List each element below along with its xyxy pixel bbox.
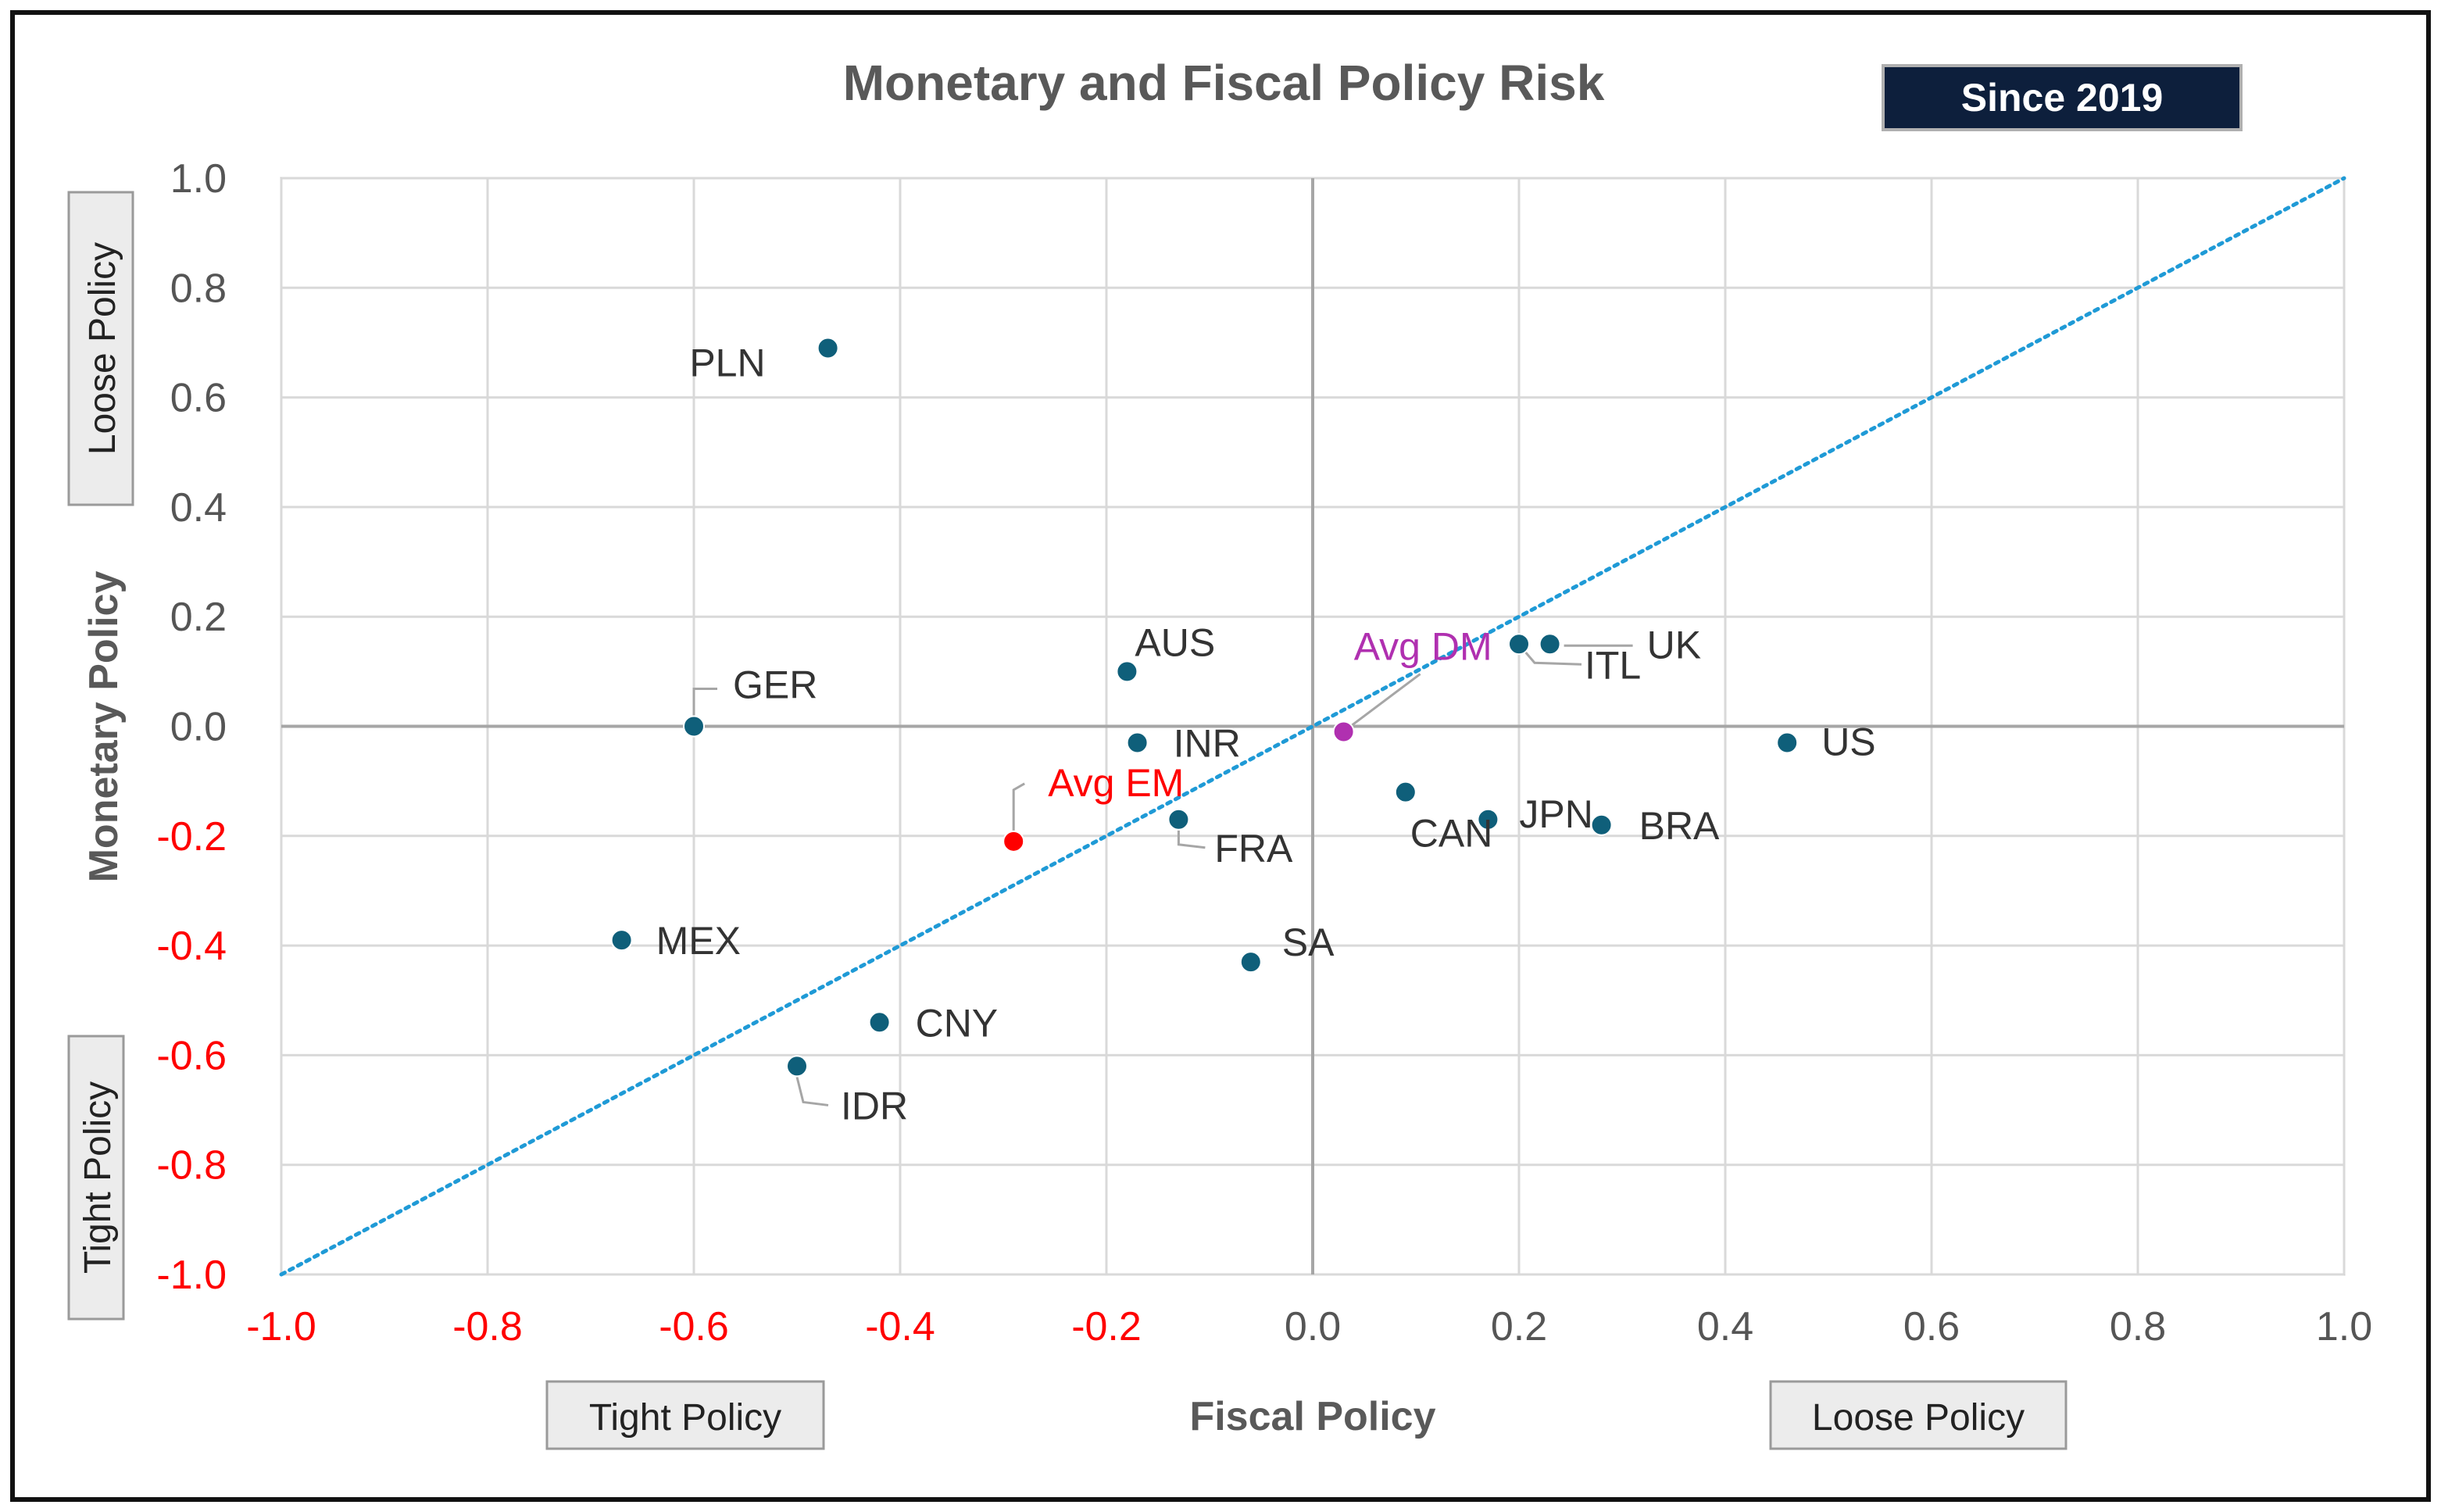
reference-diagonal-line — [279, 176, 2346, 1277]
x-note-tight-label: Tight Policy — [589, 1397, 781, 1439]
y-note-loose-box — [67, 191, 134, 506]
y-note-loose: Loose Policy — [67, 191, 134, 506]
x-tick-label: -1.0 — [246, 1304, 316, 1349]
label-uk: UK — [1647, 623, 1701, 667]
label-pln: PLN — [689, 341, 765, 384]
data-points — [610, 337, 1799, 1078]
label-avg-dm: Avg DM — [1354, 625, 1492, 669]
y-note-tight-label: Tight Policy — [77, 1081, 119, 1274]
label-leader-lines — [692, 644, 1633, 1106]
label-cny: CNY — [916, 1001, 999, 1045]
leader-avg-em — [1012, 782, 1025, 831]
point-can — [1394, 781, 1417, 803]
y-tick-label: 1.0 — [170, 156, 227, 202]
y-tick-label: 0.6 — [170, 376, 227, 421]
label-idr: IDR — [841, 1084, 908, 1128]
point-ger — [683, 715, 705, 738]
y-note-tight: Tight Policy — [67, 1035, 125, 1321]
x-tick-label: 0.2 — [1491, 1304, 1547, 1349]
label-mex: MEX — [656, 919, 741, 963]
label-aus: AUS — [1135, 620, 1215, 664]
point-sa — [1239, 951, 1262, 974]
x-tick-label: -0.4 — [865, 1304, 935, 1349]
label-fra: FRA — [1214, 827, 1293, 870]
x-tick-label: 0.0 — [1285, 1304, 1341, 1349]
label-inr: INR — [1174, 722, 1241, 766]
point-avg-dm — [1332, 720, 1355, 743]
x-note-loose-label: Loose Policy — [1812, 1397, 2025, 1439]
point-cny — [868, 1011, 891, 1034]
point-jpn — [1477, 808, 1499, 831]
x-tick-label: 1.0 — [2316, 1304, 2372, 1349]
y-tick-label: 0.4 — [170, 485, 227, 531]
leader-ger — [692, 688, 717, 716]
point-mex — [610, 929, 633, 952]
leader-avg-dm — [1350, 673, 1421, 727]
point-us — [1776, 731, 1799, 754]
label-us: US — [1821, 720, 1875, 764]
chart-title: Monetary and Fiscal Policy Risk — [843, 55, 1605, 111]
label-bra: BRA — [1639, 804, 1720, 848]
point-fra — [1167, 808, 1190, 831]
x-note-loose-box — [1769, 1380, 2068, 1450]
x-note-loose: Loose Policy — [1769, 1380, 2068, 1450]
y-tick-label: -1.0 — [156, 1253, 227, 1298]
label-ger: GER — [733, 663, 817, 707]
point-itl — [1508, 633, 1530, 656]
y-tick-label: 0.8 — [170, 266, 227, 311]
label-can: CAN — [1410, 812, 1493, 856]
x-axis-title: Fiscal Policy — [1189, 1394, 1435, 1439]
period-badge: Since 2019 — [1882, 64, 2243, 131]
point-idr — [786, 1055, 808, 1078]
y-note-loose-label: Loose Policy — [82, 242, 123, 455]
leader-itl — [1524, 651, 1582, 666]
y-tick-label: -0.2 — [156, 814, 227, 860]
x-note-tight-box — [545, 1380, 825, 1450]
y-tick-label: -0.4 — [156, 924, 227, 969]
point-uk — [1539, 633, 1561, 656]
x-tick-label: -0.8 — [452, 1304, 523, 1349]
y-tick-label: -0.8 — [156, 1143, 227, 1189]
period-badge-bg — [1882, 64, 2243, 131]
label-jpn: JPN — [1519, 792, 1592, 836]
y-axis-title: Monetary Policy — [81, 571, 127, 883]
y-tick-label: -0.6 — [156, 1033, 227, 1078]
leader-fra — [1177, 830, 1206, 849]
y-tick-label: 0.0 — [170, 705, 227, 750]
y-tick-label: 0.2 — [170, 595, 227, 640]
point-bra — [1590, 813, 1613, 836]
point-aus — [1116, 660, 1138, 683]
point-inr — [1126, 731, 1149, 754]
leader-idr — [795, 1077, 829, 1106]
x-tick-label: 0.6 — [1903, 1304, 1960, 1349]
x-tick-label: 0.8 — [2110, 1304, 2166, 1349]
x-tick-label: -0.6 — [659, 1304, 729, 1349]
label-itl: ITL — [1585, 643, 1641, 687]
reference-diagonal — [279, 176, 2346, 1277]
x-note-tight: Tight Policy — [545, 1380, 825, 1450]
y-note-tight-box — [67, 1035, 125, 1321]
x-tick-label: 0.4 — [1697, 1304, 1753, 1349]
point-pln — [817, 337, 839, 359]
label-sa: SA — [1282, 920, 1335, 964]
point-avg-em — [1002, 830, 1025, 853]
x-tick-label: -0.2 — [1071, 1304, 1142, 1349]
label-avg-em: Avg EM — [1048, 761, 1184, 805]
period-badge-label: Since 2019 — [1961, 76, 2164, 120]
y-tick-labels: 1.0 0.8 0.6 0.4 0.2 0.0 -0.2 -0.4 -0.6 -0.8 -1.0 — [156, 156, 227, 1298]
x-tick-labels: -1.0 -0.8 -0.6 -0.4 -0.2 0.0 0.2 0.4 0.6 0.8 1.0 — [246, 1304, 2372, 1349]
